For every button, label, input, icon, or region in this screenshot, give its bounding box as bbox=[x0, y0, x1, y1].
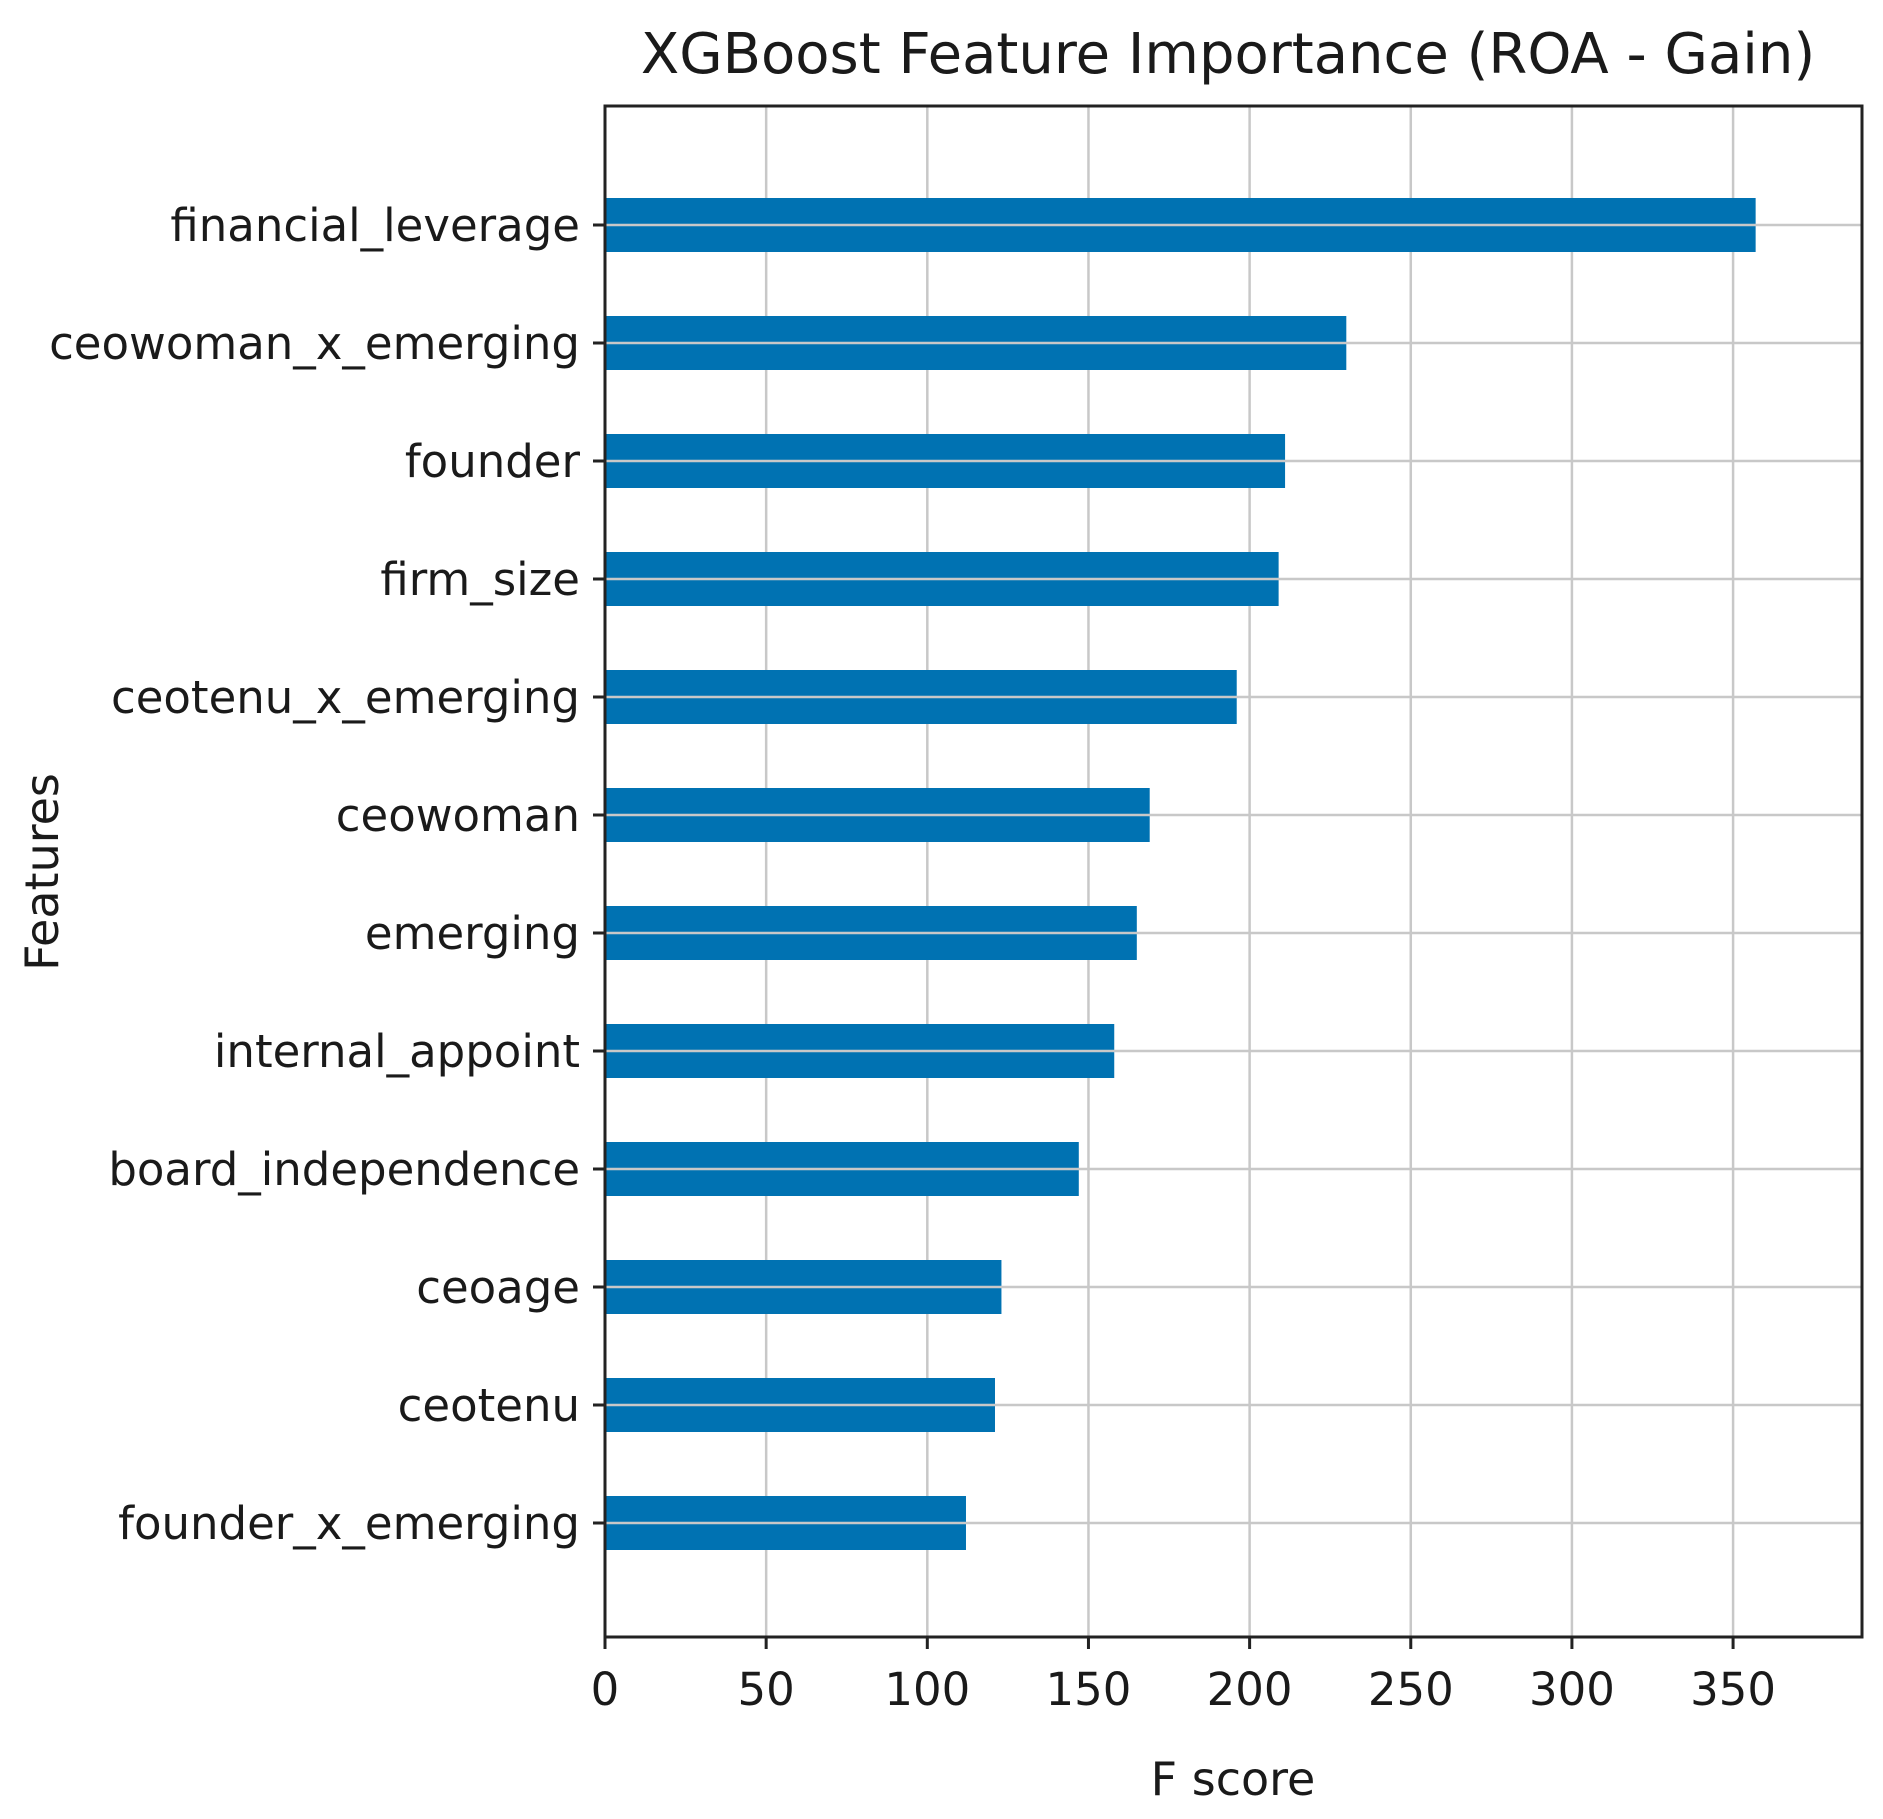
y-category-label: financial_leverage bbox=[170, 199, 580, 252]
y-category-label: firm_size bbox=[380, 553, 580, 606]
bars-group bbox=[605, 198, 1756, 1550]
y-category-label: ceotenu_x_emerging bbox=[111, 671, 580, 724]
y-category-label: ceoage bbox=[416, 1261, 580, 1314]
y-category-label: ceowoman bbox=[336, 789, 580, 842]
x-tick-label: 100 bbox=[884, 1663, 970, 1716]
y-category-label: board_independence bbox=[108, 1143, 580, 1196]
y-category-label: ceotenu bbox=[398, 1379, 580, 1432]
chart-title: XGBoost Feature Importance (ROA - Gain) bbox=[641, 22, 1815, 87]
plot-frame bbox=[603, 104, 1864, 1639]
x-tick-label: 0 bbox=[591, 1663, 620, 1716]
y-category-label: founder_x_emerging bbox=[118, 1497, 580, 1550]
x-axis-label: F score bbox=[1151, 1752, 1316, 1806]
y-category-label: founder bbox=[405, 435, 581, 488]
y-category-label: internal_appoint bbox=[214, 1025, 580, 1078]
x-axis-ticks: 0 50 100 150 200 250 300 350 bbox=[591, 1637, 1776, 1716]
y-category-label: ceowoman_x_emerging bbox=[49, 317, 580, 370]
x-tick-label: 350 bbox=[1690, 1663, 1776, 1716]
horizontal-grid-lines bbox=[605, 223, 1862, 1525]
y-axis-category-labels: financial_leverage ceowoman_x_emergingfou… bbox=[49, 199, 605, 1550]
x-tick-label: 150 bbox=[1046, 1663, 1132, 1716]
y-category-label: emerging bbox=[365, 907, 580, 960]
y-axis-label: Features bbox=[15, 773, 69, 971]
x-tick-label: 250 bbox=[1368, 1663, 1454, 1716]
x-tick-label: 50 bbox=[738, 1663, 795, 1716]
x-tick-label: 300 bbox=[1529, 1663, 1615, 1716]
x-tick-label: 200 bbox=[1207, 1663, 1293, 1716]
